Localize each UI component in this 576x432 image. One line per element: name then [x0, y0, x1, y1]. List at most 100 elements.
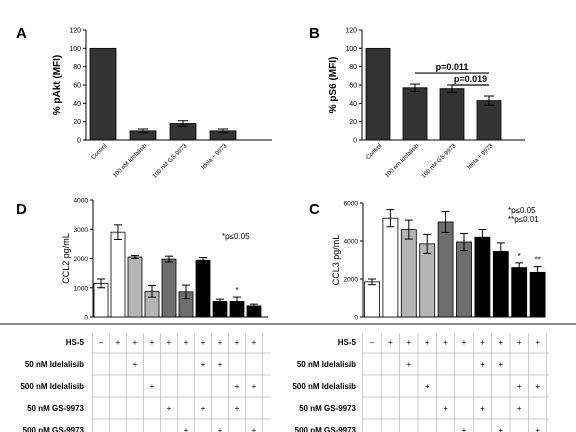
- bar: [439, 88, 465, 141]
- bar: [195, 259, 211, 318]
- treatment-sign: +: [462, 426, 467, 432]
- treatment-sign: +: [235, 404, 240, 413]
- y-tick-label: 80: [73, 64, 81, 71]
- bar: [492, 251, 509, 318]
- x-category-label: Idela + 9973: [201, 143, 229, 171]
- row-label: 500 nM GS-9973: [23, 426, 85, 432]
- chart-ccl2: 0 1000 2000 3000 4000 CCL2 pg/mL * *p≤0.05: [61, 198, 268, 322]
- treatment-sign: +: [480, 338, 485, 347]
- bar: [529, 271, 546, 318]
- y-tick-label: 0: [77, 138, 81, 145]
- bar: [402, 87, 428, 141]
- bar: [476, 100, 502, 141]
- bar: [364, 281, 380, 318]
- bar: [93, 282, 109, 318]
- y-tick-label: 120: [69, 28, 81, 35]
- y-tick-label: 60: [73, 83, 81, 90]
- treatment-sign: +: [252, 338, 257, 347]
- treatment-sign: +: [218, 338, 223, 347]
- treatment-sign: +: [133, 338, 138, 347]
- treatment-sign: +: [517, 338, 522, 347]
- y-tick-label: 0: [353, 138, 357, 145]
- panel-label-b: B: [309, 25, 320, 42]
- treatment-sign: +: [167, 338, 172, 347]
- treatment-sign: +: [252, 382, 257, 391]
- significance-mark: **: [534, 256, 540, 265]
- y-axis-label: CCL2 pg/mL: [61, 233, 71, 284]
- treatment-sign: +: [235, 338, 240, 347]
- treatment-sign: –: [370, 338, 375, 347]
- bar: [382, 217, 399, 318]
- treatment-sign: +: [167, 404, 172, 413]
- panel-label-d: D: [16, 201, 27, 218]
- treatment-sign: +: [517, 382, 522, 391]
- y-tick-label: 4000: [74, 198, 89, 205]
- treatment-sign: +: [150, 338, 155, 347]
- y-tick-label: 40: [349, 101, 357, 108]
- treatment-sign: +: [235, 382, 240, 391]
- significance-mark: *: [235, 286, 238, 295]
- treatment-sign: +: [480, 360, 485, 369]
- significance-legend: *p≤0.05: [222, 232, 250, 241]
- treatment-sign: +: [116, 338, 121, 347]
- treatment-sign: +: [406, 338, 411, 347]
- significance-mark: *: [518, 252, 521, 261]
- row-label: 50 nM GS-9973: [27, 404, 84, 413]
- p-value-label: p=0.019: [454, 74, 487, 84]
- y-tick-label: 0: [354, 315, 358, 322]
- row-label: 50 nM GS-9973: [299, 404, 356, 413]
- treatment-sign: +: [535, 338, 540, 347]
- treatment-sign: +: [201, 404, 206, 413]
- treatment-sign: +: [388, 338, 393, 347]
- y-tick-label: 1000: [74, 285, 89, 292]
- x-category-label: Control: [365, 143, 383, 161]
- y-tick-label: 40: [73, 101, 81, 108]
- y-tick-label: 3000: [74, 227, 89, 234]
- treatment-sign: +: [218, 426, 223, 432]
- row-label: 50 nM Idelalisib: [25, 360, 84, 369]
- p-value-label: p=0.011: [436, 62, 469, 72]
- treatment-sign: +: [425, 382, 430, 391]
- bar: [110, 231, 126, 318]
- row-label: 500 nM Idelalisib: [20, 382, 84, 391]
- treatment-sign: +: [133, 360, 138, 369]
- treatment-sign: +: [443, 404, 448, 413]
- y-tick-label: 20: [73, 119, 81, 126]
- bar: [511, 267, 528, 318]
- bar: [456, 241, 472, 318]
- treatment-sign: +: [517, 404, 522, 413]
- treatment-sign: +: [498, 338, 503, 347]
- bar: [89, 47, 117, 141]
- panel-label-a: A: [16, 25, 27, 42]
- x-category-label: Idela + 9973: [467, 143, 495, 171]
- treatment-sign: +: [252, 426, 257, 432]
- treatment-sign: +: [498, 426, 503, 432]
- y-tick-label: 120: [345, 28, 357, 35]
- row-label: 50 nM Idelalisib: [297, 360, 356, 369]
- x-category-label: 100 nM GS-9973: [421, 143, 458, 180]
- treatment-sign: +: [498, 360, 503, 369]
- y-axis-label: % pAkt (MFI): [52, 55, 63, 116]
- y-tick-label: 2000: [74, 256, 89, 263]
- y-tick-label: 60: [349, 83, 357, 90]
- row-label: 500 nM GS-9973: [295, 426, 357, 432]
- bar: [437, 221, 454, 318]
- treatment-sign: +: [462, 338, 467, 347]
- significance-legend: **p≤0.01: [508, 215, 539, 224]
- x-category-label: Control: [90, 143, 108, 161]
- y-tick-label: 4000: [344, 239, 359, 246]
- treatment-sign: +: [480, 404, 485, 413]
- bar: [400, 229, 417, 318]
- y-tick-label: 2000: [344, 277, 359, 284]
- treatment-sign: +: [443, 338, 448, 347]
- y-tick-label: 20: [349, 119, 357, 126]
- bar: [474, 236, 491, 318]
- y-tick-label: 100: [69, 46, 81, 53]
- treatment-sign: +: [406, 360, 411, 369]
- treatment-sign: +: [150, 382, 155, 391]
- treatment-sign: +: [535, 426, 540, 432]
- bar: [365, 47, 391, 141]
